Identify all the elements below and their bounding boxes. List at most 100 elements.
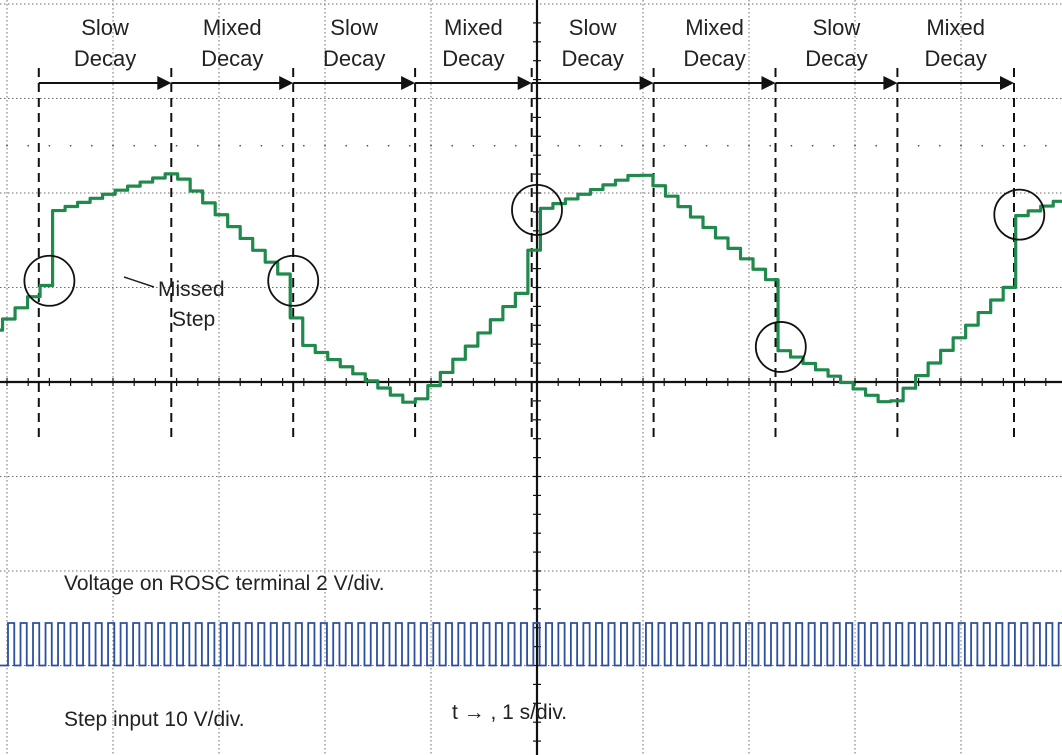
phase-label-line: Decay bbox=[442, 46, 504, 71]
grid-minor-dot bbox=[112, 144, 114, 147]
phase-label: Slow Decay bbox=[561, 15, 623, 71]
grid-minor-dot bbox=[239, 144, 242, 147]
rosc-voltage-trace bbox=[0, 172, 1062, 404]
phase-label-line: Mixed bbox=[203, 15, 262, 40]
grid-minor-dot bbox=[684, 144, 687, 147]
grid-minor-dot bbox=[514, 144, 517, 147]
grid-minor-dot bbox=[48, 144, 51, 147]
grid-minor-dot bbox=[832, 144, 835, 147]
phase-label-line: Decay bbox=[683, 46, 745, 71]
phase-arrow-head bbox=[761, 76, 776, 90]
missed-step-circle bbox=[23, 254, 76, 307]
grid-minor-dot bbox=[260, 144, 263, 147]
grid-minor-dot bbox=[578, 144, 581, 147]
phase-label-line: Slow bbox=[81, 15, 129, 40]
missed-step-label: Missed Step bbox=[158, 278, 225, 331]
time-scale-label: t → , 1 s/div. bbox=[452, 701, 567, 724]
grid-minor-dot bbox=[981, 144, 984, 147]
phase-label-line: Decay bbox=[74, 46, 136, 71]
grid-minor-dot bbox=[769, 144, 772, 147]
missed-step-circle bbox=[993, 188, 1046, 241]
grid-minor-dot bbox=[705, 144, 708, 147]
grid-minor-dot bbox=[854, 144, 856, 147]
grid-minor-dot bbox=[69, 144, 72, 147]
grid-minor-dot bbox=[133, 144, 136, 147]
grid-minor-dot bbox=[408, 144, 411, 147]
grid-minor-dot bbox=[1044, 144, 1047, 147]
grid-minor-dot bbox=[218, 144, 220, 147]
grid-minor-dot bbox=[366, 144, 369, 147]
phase-label-line: Mixed bbox=[444, 15, 503, 40]
phase-label-line: Decay bbox=[561, 46, 623, 71]
rosc-voltage-path bbox=[0, 172, 1062, 404]
step-input-path bbox=[0, 622, 1062, 667]
missed-step-label-line: Missed bbox=[158, 278, 225, 301]
missed-step-label-line: Step bbox=[172, 308, 215, 331]
grid-minor-dot bbox=[642, 144, 644, 147]
grid-minor-dot bbox=[938, 144, 941, 147]
grid-minor-dot bbox=[811, 144, 814, 147]
grid-minor-dot bbox=[472, 144, 475, 147]
grid-minor-dot bbox=[281, 144, 284, 147]
missed-step-annotation: Missed Step bbox=[123, 276, 225, 331]
phase-arrow-head bbox=[639, 76, 654, 90]
rosc-trace-label: Voltage on ROSC terminal 2 V/div. bbox=[64, 572, 385, 595]
phase-label-line: Decay bbox=[925, 46, 987, 71]
grid-minor-dot bbox=[748, 144, 750, 147]
phase-label: Slow Decay bbox=[805, 15, 867, 71]
grid-minor-dot bbox=[451, 144, 454, 147]
grid-minor-dot bbox=[302, 144, 305, 147]
phase-label-line: Slow bbox=[569, 15, 617, 40]
phase-arrow-head bbox=[401, 76, 416, 90]
grid-minor-dot bbox=[1023, 144, 1026, 147]
grid-minor-dot bbox=[960, 144, 962, 147]
grid-minor-dot bbox=[345, 144, 348, 147]
grid-minor-dot bbox=[599, 144, 602, 147]
grid-minor-dot bbox=[917, 144, 920, 147]
phase-label-line: Slow bbox=[813, 15, 861, 40]
phase-label-line: Decay bbox=[201, 46, 263, 71]
grid-minor-dot bbox=[790, 144, 793, 147]
grid-minor-dot bbox=[557, 144, 560, 147]
phase-label-line: Decay bbox=[323, 46, 385, 71]
step-input-trace bbox=[0, 622, 1062, 667]
grid-minor-dot bbox=[324, 144, 326, 147]
missed-step-circle bbox=[267, 254, 320, 307]
missed-step-circle bbox=[511, 183, 563, 236]
grid-minor-dot bbox=[6, 144, 8, 147]
phase-arrow-head bbox=[157, 76, 172, 90]
phase-label-line: Slow bbox=[330, 15, 378, 40]
grid-minor-dot bbox=[430, 144, 432, 147]
grid-minor-dot bbox=[196, 144, 199, 147]
grid-minor-dot bbox=[90, 144, 93, 147]
phase-arrow-head bbox=[517, 76, 532, 90]
phase-label: Mixed Decay bbox=[442, 15, 504, 71]
phase-label-line: Decay bbox=[805, 46, 867, 71]
phase-arrow-head bbox=[883, 76, 898, 90]
step-input-label: Step input 10 V/div. bbox=[64, 708, 245, 731]
missed-step-circle bbox=[754, 321, 807, 373]
grid-minor-dot bbox=[663, 144, 666, 147]
grid-minor-dot bbox=[620, 144, 623, 147]
phase-arrow-head bbox=[1000, 76, 1014, 90]
phase-label: Mixed Decay bbox=[201, 15, 263, 71]
grid-minor-dot bbox=[493, 144, 496, 147]
grid-minor-dot bbox=[175, 144, 178, 147]
grid-minor-dot bbox=[726, 144, 729, 147]
grid-minor-dot bbox=[1002, 144, 1005, 147]
phase-label-line: Mixed bbox=[685, 15, 744, 40]
grid-minor-dot bbox=[387, 144, 390, 147]
phase-label-line: Mixed bbox=[926, 15, 985, 40]
phase-label: Slow Decay bbox=[323, 15, 385, 71]
grid-minor-dot bbox=[154, 144, 157, 147]
phase-label: Mixed Decay bbox=[683, 15, 745, 71]
missed-step-leader bbox=[123, 276, 155, 288]
grid-minor-dot bbox=[27, 144, 30, 147]
missed-step-circles bbox=[23, 183, 1046, 373]
grid-minor-dot bbox=[875, 144, 878, 147]
phase-label: Slow Decay bbox=[74, 15, 136, 71]
phase-arrow-head bbox=[279, 76, 294, 90]
